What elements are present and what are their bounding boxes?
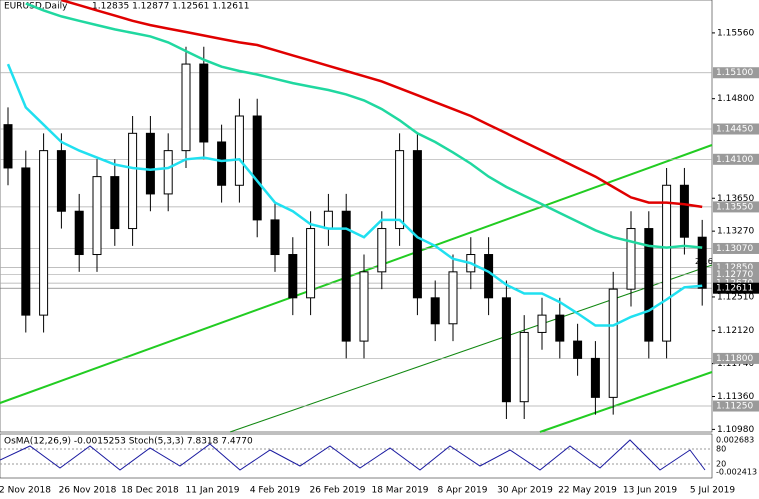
level-box <box>713 352 759 364</box>
candle-body <box>163 150 173 195</box>
candle-body <box>412 150 422 299</box>
indicator-scale-label: -0.002413 <box>716 468 757 477</box>
candle-body <box>359 271 369 342</box>
candle-body <box>644 228 654 342</box>
candle-body <box>679 184 689 238</box>
candle-body <box>448 271 458 325</box>
y-tick-label: 1.11740 <box>717 359 754 369</box>
candle-body <box>341 210 351 342</box>
x-tick-label: 30 Apr 2019 <box>497 486 553 496</box>
candle-body <box>110 176 120 230</box>
candle-body <box>181 63 191 152</box>
candle-body <box>608 288 618 398</box>
candle-body <box>39 150 49 316</box>
plot-area <box>0 0 713 433</box>
y-tick-label: 1.13650 <box>717 194 754 204</box>
trend-line <box>229 264 713 433</box>
x-tick-label: 18 Dec 2018 <box>121 486 179 496</box>
candle-body <box>217 141 227 186</box>
candle-body <box>626 228 636 290</box>
level-label: 1.15100 <box>716 68 753 78</box>
candle-body <box>501 297 511 403</box>
candle-body <box>395 150 405 230</box>
candle-body <box>128 132 138 230</box>
candle-body <box>145 132 155 195</box>
indicator-scale-label: 0.002683 <box>716 436 754 445</box>
candle-body <box>288 254 298 299</box>
moving-average <box>6 63 703 327</box>
level-label: 1.13070 <box>716 244 753 254</box>
level-label: 1.12850 <box>716 263 753 273</box>
candle-body <box>537 314 547 333</box>
level-box <box>713 262 759 274</box>
level-box <box>713 201 759 213</box>
candle-body <box>573 340 583 359</box>
moving-average <box>25 2 703 249</box>
candle-body <box>234 115 244 186</box>
y-tick-label: 1.14800 <box>717 94 754 104</box>
candle-body <box>377 228 387 273</box>
y-tick-label: 1.10980 <box>717 425 754 435</box>
candle-body <box>199 63 209 143</box>
level-label: 1.13550 <box>716 202 753 212</box>
current-price-label: 1.12611 <box>716 284 753 294</box>
trend-line <box>0 144 713 404</box>
level-box <box>713 67 759 79</box>
y-tick-label: 1.13270 <box>717 227 754 237</box>
y-tick-label: 1.11360 <box>717 392 754 402</box>
level-box <box>713 153 759 165</box>
level-box <box>713 242 759 254</box>
quote: 1.12835 1.12877 1.12561 1.12611 <box>92 2 249 12</box>
indicator-scale-label: 20 <box>716 460 726 469</box>
candle-body <box>519 331 529 403</box>
level-label: 1.11800 <box>716 354 753 364</box>
indicator-scale-label: 80 <box>716 445 726 454</box>
trend-line <box>539 371 713 433</box>
y-tick-label: 1.12120 <box>717 326 754 336</box>
candle-body <box>92 176 102 256</box>
y-tick-label: 1.12510 <box>717 292 754 302</box>
indicator-title: OsMA(12,26,9) -0.0015253 Stoch(5,3,3) 7.… <box>4 437 253 447</box>
candle-body <box>306 228 316 299</box>
x-tick-label: 18 Mar 2019 <box>371 486 428 496</box>
candle-body <box>590 357 600 398</box>
moving-average <box>61 0 703 209</box>
y-tick-label: 1.15560 <box>717 28 754 38</box>
level-box <box>713 123 759 135</box>
candle-body <box>484 254 494 299</box>
level-box <box>713 268 759 280</box>
candle-body <box>74 210 84 256</box>
candle-body <box>270 219 280 256</box>
level-label: 1.11250 <box>716 402 753 412</box>
level-label: 1.12770 <box>716 270 753 280</box>
candle-body <box>21 167 31 316</box>
x-tick-label: 13 Jun 2019 <box>623 486 677 496</box>
x-tick-label: 22 May 2019 <box>558 486 617 496</box>
candle-body <box>662 184 672 342</box>
indicator-panel <box>0 433 713 479</box>
x-tick-label: 26 Feb 2019 <box>309 486 365 496</box>
candle-body <box>430 297 440 325</box>
stochastic-line <box>0 439 706 471</box>
x-tick-label: 5 Jul 2019 <box>690 486 735 496</box>
level-label: 1.14450 <box>716 124 753 134</box>
candle-body <box>56 150 66 212</box>
current-price-box <box>713 282 759 294</box>
x-tick-label: 8 Apr 2019 <box>438 486 488 496</box>
candle-body <box>323 210 333 230</box>
x-tick-label: 2 Nov 2018 <box>0 486 51 496</box>
level-box <box>713 400 759 412</box>
level-label: 1.14100 <box>716 155 753 165</box>
x-tick-label: 4 Feb 2019 <box>250 486 301 496</box>
candle-body <box>3 124 13 169</box>
candle-body <box>252 115 262 221</box>
candle-body <box>555 314 565 342</box>
candle-body <box>697 236 707 289</box>
x-tick-label: 11 Jan 2019 <box>186 486 240 496</box>
x-tick-label: 26 Nov 2018 <box>59 486 117 496</box>
